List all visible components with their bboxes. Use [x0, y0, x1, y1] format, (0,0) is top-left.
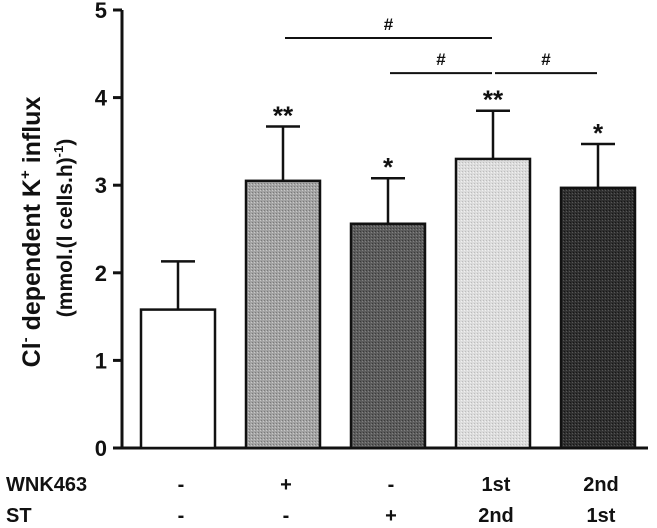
significance-mark-3: ** — [483, 85, 504, 115]
svg-text:(mmol.(l cells.h)-1): (mmol.(l cells.h)-1) — [51, 139, 77, 317]
condition-value-0-0: - — [178, 474, 185, 496]
condition-row-label-1: ST — [6, 505, 32, 527]
condition-value-1-1: - — [283, 505, 290, 527]
condition-value-1-0: - — [178, 505, 185, 527]
y-tick-label-3: 3 — [95, 173, 107, 198]
condition-value-0-2: - — [388, 474, 395, 496]
condition-value-1-3: 2nd — [478, 505, 514, 527]
bar-2 — [349, 222, 427, 450]
comparison-label-2: # — [541, 50, 551, 69]
y-axis-title: Cl- dependent K+ influx (mmol.(l cells.h… — [17, 97, 77, 368]
significance-mark-1: ** — [273, 101, 294, 131]
condition-value-0-3: 1st — [482, 474, 511, 496]
ylabel-units-close: ) — [54, 139, 77, 146]
ylabel-middle-sup: + — [17, 170, 34, 179]
condition-value-0-1: + — [280, 474, 292, 496]
condition-table: WNK463 - + - 1st 2nd ST - - +2nd 1st — [6, 474, 619, 527]
condition-row-label-0: WNK463 — [6, 474, 87, 496]
bar-1 — [244, 179, 322, 450]
condition-value-1-4: 1st — [587, 505, 616, 527]
svg-text:Cl- dependent K+ influx: Cl- dependent K+ influx — [17, 97, 46, 368]
comparison-label-1: # — [436, 50, 446, 69]
bar-4 — [559, 186, 637, 450]
bars: ****** — [139, 85, 637, 450]
y-tick-label-0: 0 — [95, 436, 107, 461]
significance-mark-2: * — [383, 152, 394, 182]
ylabel-middle: dependent K — [18, 179, 46, 337]
ylabel-units: (mmol.(l cells.h) — [54, 157, 77, 317]
bar-3 — [454, 157, 532, 450]
comparison-label-0: # — [384, 15, 394, 34]
significance-mark-4: * — [593, 118, 604, 148]
y-tick-label-5: 5 — [95, 0, 107, 23]
bar-0 — [139, 308, 217, 450]
ylabel-units-sup: -1 — [51, 146, 66, 158]
condition-value-0-4: 2nd — [583, 474, 619, 496]
ylabel-prefix-sup: - — [17, 337, 34, 342]
condition-value-1-2: + — [385, 505, 397, 527]
y-tick-label-2: 2 — [95, 261, 107, 286]
y-ticks: 0 1 2 3 4 5 — [95, 0, 122, 461]
y-tick-label-1: 1 — [95, 348, 107, 373]
ylabel-suffix: influx — [18, 97, 46, 171]
ylabel-prefix: Cl — [18, 342, 46, 367]
y-tick-label-4: 4 — [95, 86, 108, 111]
comparison-brackets: # # # — [285, 15, 597, 75]
